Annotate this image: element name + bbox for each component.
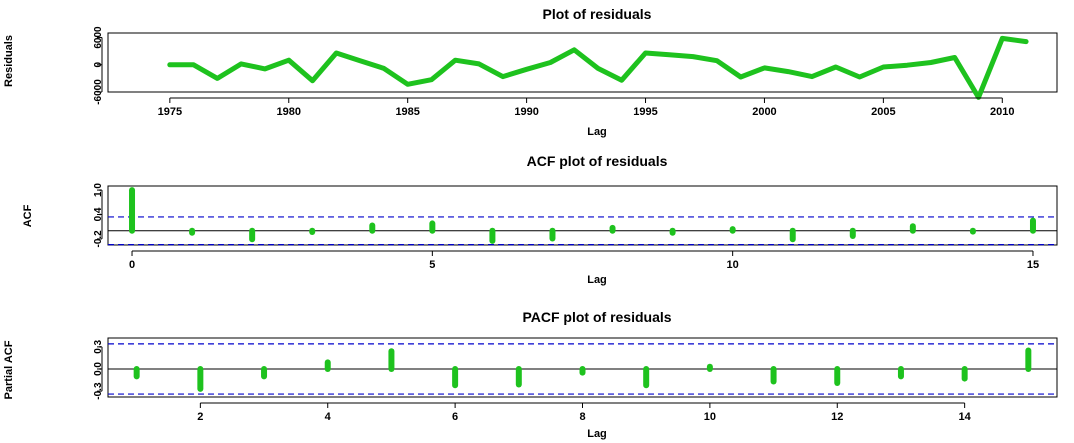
residuals-y-tick-label: 0	[93, 62, 104, 68]
pacf-x-tick-label: 14	[959, 411, 972, 423]
pacf-y-tick-label: 0.0	[93, 362, 104, 376]
acf-y-axis-label: ACF	[22, 204, 34, 227]
acf-axes: 0 5 10 15 -0.2 0.4 1.0	[93, 183, 1039, 271]
pacf-marks	[108, 343, 1057, 395]
residuals-x-tick-label: 2005	[871, 106, 895, 118]
residuals-x-tick-label: 1985	[395, 106, 419, 118]
acf-x-tick-label: 10	[727, 259, 739, 271]
residuals-x-axis-label: Lag	[587, 126, 607, 138]
residuals-y-tick-label: 6000	[93, 26, 104, 49]
residuals-series-line	[167, 35, 1029, 100]
acf-title: ACF plot of residuals	[527, 153, 668, 169]
residuals-plot-frame	[107, 32, 1058, 93]
acf-marks	[108, 187, 1057, 246]
acf-x-tick-label: 0	[129, 259, 135, 271]
acf-panel: ACF plot of residuals Lag ACF 0 5 10 15 -0.2…	[22, 153, 1058, 286]
pacf-x-tick-label: 6	[452, 411, 458, 423]
residuals-x-tick-label: 1975	[158, 106, 182, 118]
pacf-panel: PACF plot of residuals Lag Partial ACF 2…	[3, 309, 1058, 440]
residuals-x-tick-label: 2010	[990, 106, 1014, 118]
residuals-x-tick-label: 1990	[514, 106, 538, 118]
residuals-x-tick-label: 1980	[277, 106, 301, 118]
residuals-axes: 1975 1980 1985 1990 1995 2000 2005 2010 -6000 0 60…	[93, 26, 1015, 118]
residuals-y-tick-label: -6000	[93, 79, 104, 105]
acf-x-axis-label: Lag	[587, 274, 607, 286]
pacf-x-tick-label: 4	[325, 411, 332, 423]
residuals-panel: Plot of residuals Lag Residuals 1975 1980…	[3, 6, 1058, 138]
pacf-x-tick-label: 8	[579, 411, 585, 423]
residuals-x-tick-label: 2000	[752, 106, 776, 118]
pacf-x-tick-label: 12	[831, 411, 843, 423]
pacf-y-axis-label: Partial ACF	[3, 340, 15, 399]
pacf-x-axis-label: Lag	[587, 428, 607, 440]
pacf-x-tick-label: 10	[704, 411, 716, 423]
residuals-marks	[167, 35, 1029, 100]
residuals-y-axis-label: Residuals	[3, 35, 15, 87]
pacf-plot-frame	[107, 337, 1058, 398]
acf-y-tick-label: -0.2	[93, 230, 104, 248]
residuals-title: Plot of residuals	[543, 6, 652, 22]
acf-x-tick-label: 5	[429, 259, 435, 271]
pacf-axes: 2 4 6 8 10 12 14 -0.3 0.0 0.3	[93, 339, 972, 423]
acf-y-tick-label: 1.0	[93, 183, 104, 197]
residuals-x-tick-label: 1995	[633, 106, 657, 118]
pacf-y-tick-label: -0.3	[93, 382, 104, 400]
pacf-y-tick-label: 0.3	[93, 339, 104, 353]
pacf-x-tick-label: 2	[197, 411, 203, 423]
acf-x-tick-label: 15	[1027, 259, 1039, 271]
acf-y-tick-label: 0.4	[93, 207, 104, 221]
pacf-title: PACF plot of residuals	[522, 309, 671, 325]
